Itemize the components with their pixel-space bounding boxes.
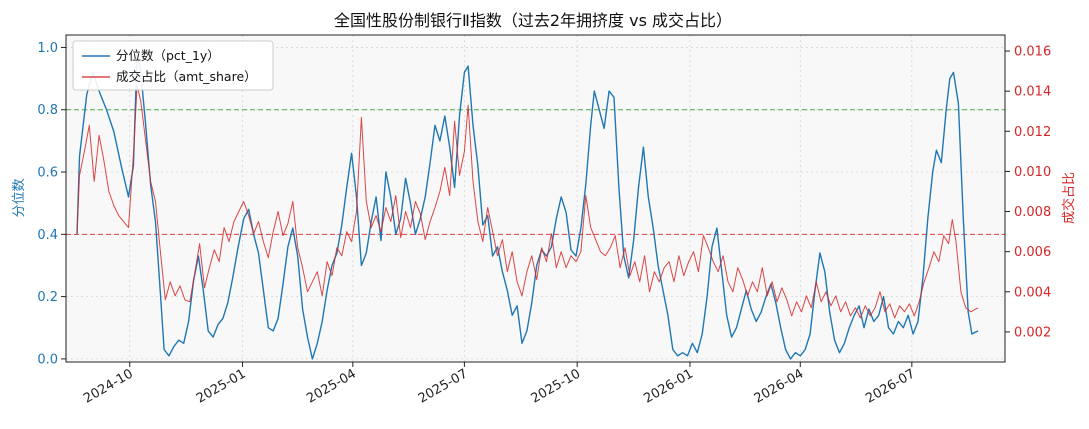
- right-axis-tick-label: 0.010: [1014, 165, 1051, 180]
- x-axis-tick-label: 2025-10: [529, 366, 584, 406]
- right-axis-tick-label: 0.012: [1014, 125, 1051, 140]
- left-axis-tick-label: 0.2: [37, 290, 58, 305]
- series-layer: [76, 53, 979, 360]
- y-axis-label-right: 成交占比: [1061, 172, 1077, 224]
- x-axis-tick-label: 2026-01: [641, 366, 696, 406]
- plot-frame: [65, 34, 1006, 363]
- x-axis-tick-label: 2024-10: [81, 366, 136, 406]
- left-axis-tick-label: 0.8: [37, 103, 58, 118]
- x-axis-tick-label: 2026-07: [863, 366, 918, 406]
- reference-lines: [66, 109, 1005, 235]
- right-axis-tick-label: 0.002: [1014, 325, 1051, 340]
- right-axis-tick-label: 0.008: [1014, 205, 1051, 220]
- legend-label-amt: 成交占比（amt_share）: [116, 69, 257, 84]
- series-line-pct-1y: [76, 53, 979, 360]
- left-axis-tick-label: 0.4: [37, 228, 58, 243]
- series-line-amt-share: [76, 84, 979, 319]
- left-axis-tick-label: 0.0: [37, 352, 58, 367]
- legend: 分位数（pct_1y） 成交占比（amt_share）: [72, 40, 274, 91]
- y-axis-label-left: 分位数: [12, 178, 27, 217]
- right-axis-tick-label: 0.004: [1014, 285, 1051, 300]
- x-axis-tick-label: 2025-04: [304, 366, 359, 406]
- legend-label-pct: 分位数（pct_1y）: [116, 48, 220, 63]
- x-axis-tick-label: 2026-04: [752, 366, 807, 406]
- right-axis: 0.002 0.004 0.006 0.008 0.010 0.012 0.014 0.016: [1005, 45, 1051, 340]
- right-axis-tick-label: 0.016: [1014, 45, 1051, 60]
- right-axis-tick-label: 0.014: [1014, 85, 1051, 100]
- x-axis-tick-label: 2025-01: [194, 366, 249, 406]
- chart-title: 全国性股份制银行Ⅱ指数（过去2年拥挤度 vs 成交占比）: [334, 11, 732, 30]
- right-axis-tick-label: 0.006: [1014, 245, 1051, 260]
- legend-box: [72, 40, 274, 91]
- left-axis-tick-label: 0.6: [37, 166, 58, 181]
- left-axis: 0.0 0.2 0.4 0.6 0.8 1.0: [37, 41, 66, 367]
- left-axis-tick-label: 1.0: [37, 41, 58, 56]
- x-axis-tick-label: 2025-07: [416, 366, 471, 406]
- x-axis: 2024-10 2025-01 2025-04 2025-07 2025-10 2026-…: [81, 362, 918, 407]
